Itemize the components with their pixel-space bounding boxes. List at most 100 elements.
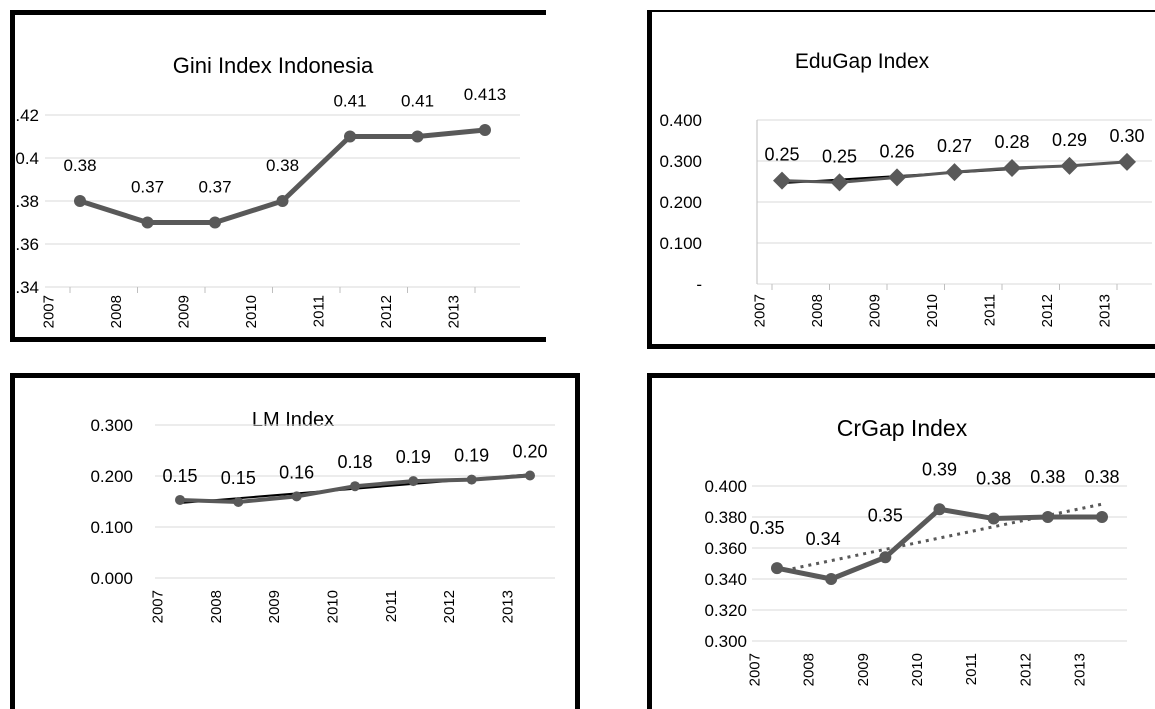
x-tick-label: 2007 — [150, 590, 167, 623]
x-tick-label: 2007 — [752, 294, 769, 327]
data-label: 0.38 — [976, 469, 1011, 489]
data-point — [888, 168, 906, 187]
y-tick-label: 0.300 — [704, 632, 747, 651]
data-label: 0.35 — [868, 505, 903, 525]
data-point — [1060, 156, 1079, 175]
data-label: 0.20 — [512, 441, 547, 461]
data-point — [411, 130, 424, 143]
x-tick-label: 2013 — [1097, 294, 1114, 327]
x-tick-label: 2010 — [924, 294, 941, 327]
data-label: 0.41 — [401, 92, 434, 111]
data-label: 0.38 — [1030, 467, 1065, 487]
data-point — [291, 491, 302, 502]
y-tick-label: 0.200 — [659, 193, 702, 212]
data-label: 0.35 — [749, 518, 784, 538]
data-label: 0.26 — [879, 141, 914, 161]
data-label: 0.18 — [337, 452, 372, 472]
data-label: 0.28 — [994, 132, 1029, 152]
chart-panel-lm: LM Index 0.300 0.200 0.100 0.000 2007 2008 2009… — [10, 373, 580, 709]
x-tick-label: 2011 — [982, 294, 999, 326]
y-tick-label: 0.320 — [704, 601, 747, 620]
y-tick-label: 0.300 — [659, 152, 702, 171]
y-tick-label: 0.400 — [704, 477, 747, 496]
data-point — [350, 481, 360, 492]
data-label: 0.41 — [333, 92, 366, 111]
y-tick-label: 0.200 — [90, 467, 133, 486]
data-point — [344, 130, 356, 143]
data-point — [408, 476, 419, 487]
data-point — [1118, 152, 1136, 171]
x-tick-label: 2009 — [867, 294, 884, 327]
y-tick-label: 0.400 — [659, 111, 702, 130]
chart-title: CrGap Index — [837, 415, 968, 441]
y-tick-label: 0.100 — [659, 234, 702, 253]
x-tick-label: 2011 — [963, 653, 980, 685]
data-point — [945, 163, 964, 182]
data-point — [933, 503, 946, 516]
data-label: 0.38 — [63, 156, 96, 175]
data-point — [479, 124, 491, 137]
x-tick-label: 2009 — [855, 653, 872, 686]
data-point — [1041, 511, 1054, 523]
x-tick-label: 2013 — [500, 590, 517, 623]
x-tick-label: 2012 — [1017, 653, 1034, 686]
data-point — [1003, 158, 1021, 177]
y-tick-label: 0.380 — [704, 508, 747, 527]
y-tick-label: 0.360 — [704, 539, 747, 558]
data-point — [830, 173, 849, 192]
data-point — [74, 195, 86, 207]
data-label: 0.39 — [922, 459, 957, 479]
x-tick-label: 2013 — [1072, 653, 1089, 686]
data-point — [276, 195, 289, 207]
data-point — [879, 551, 892, 564]
data-point — [771, 562, 783, 575]
data-point — [773, 171, 791, 190]
x-tick-label: 2009 — [266, 590, 283, 623]
data-label: 0.19 — [454, 446, 489, 466]
x-tick-label: 2008 — [208, 590, 225, 623]
data-point — [175, 494, 185, 505]
y-tick-label: 0.42 — [15, 106, 39, 125]
data-label: 0.30 — [1109, 126, 1144, 146]
y-tick-label: 0.36 — [15, 235, 39, 254]
x-tick-label: 2007 — [747, 653, 764, 686]
y-tick-label: 0.000 — [90, 569, 133, 588]
data-label: 0.15 — [221, 468, 256, 488]
y-tick-label: 0.100 — [90, 518, 133, 537]
data-label: 0.25 — [764, 145, 799, 165]
y-tick-label: 0.300 — [90, 416, 133, 435]
data-label: 0.38 — [1084, 467, 1119, 487]
chart-title: EduGap Index — [795, 50, 930, 73]
x-tick-label: 2012 — [378, 295, 395, 328]
data-label: 0.29 — [1052, 130, 1087, 150]
data-label: 0.19 — [396, 447, 431, 467]
chart-panel-edugap: EduGap Index 0.400 0.300 0.200 0.100 - 2007 200… — [647, 10, 1155, 349]
data-point — [233, 497, 244, 508]
data-point — [1096, 511, 1108, 523]
x-tick-label: 2010 — [243, 295, 260, 328]
data-label: 0.27 — [937, 136, 972, 156]
x-tick-label: 2013 — [446, 295, 463, 328]
data-label: 0.38 — [266, 156, 299, 175]
y-tick-label: 0.38 — [15, 192, 39, 211]
data-label: 0.16 — [279, 462, 314, 482]
data-label: 0.37 — [131, 178, 164, 197]
data-label: 0.37 — [198, 178, 231, 197]
data-point — [466, 474, 477, 485]
x-tick-label: 2011 — [383, 590, 400, 622]
y-tick-label: - — [696, 275, 702, 294]
series-line — [79, 127, 486, 225]
y-tick-label: 0.340 — [704, 570, 747, 589]
crgap-chart: CrGap Index 0.400 0.380 0.360 0.340 0.320 0.30… — [704, 415, 1127, 686]
chart-title: Gini Index Indonesia — [173, 53, 374, 78]
data-label: 0.15 — [162, 466, 197, 486]
x-tick-label: 2008 — [809, 294, 826, 327]
x-tick-label: 2012 — [441, 590, 458, 623]
chart-panel-crgap: CrGap Index 0.400 0.380 0.360 0.340 0.320 0.30… — [647, 373, 1155, 709]
x-tick-label: 2012 — [1039, 294, 1056, 327]
data-point — [209, 216, 221, 229]
x-tick-label: 2007 — [41, 295, 58, 328]
y-tick-label: 0.4 — [15, 149, 39, 168]
chart-title: LM Index — [252, 409, 334, 431]
data-point — [987, 512, 1000, 525]
